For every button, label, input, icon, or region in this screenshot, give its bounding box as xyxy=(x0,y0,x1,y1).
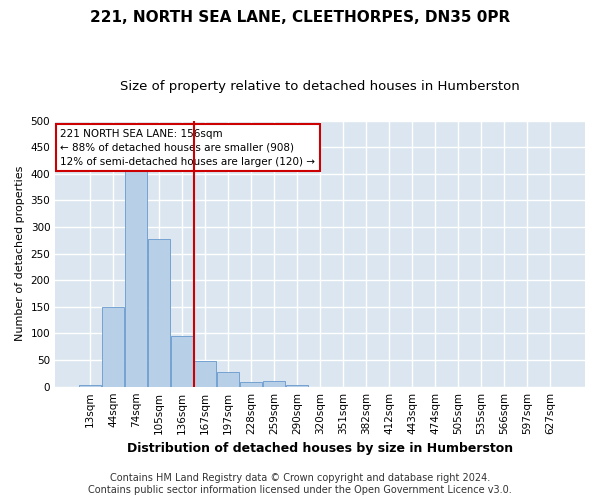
Bar xyxy=(125,163,147,386)
Bar xyxy=(194,361,216,386)
Bar xyxy=(263,382,285,386)
Text: 221 NORTH SEA LANE: 156sqm
← 88% of detached houses are smaller (908)
12% of sem: 221 NORTH SEA LANE: 156sqm ← 88% of deta… xyxy=(61,128,316,166)
Bar xyxy=(171,336,193,386)
Y-axis label: Number of detached properties: Number of detached properties xyxy=(15,166,25,342)
Text: Contains HM Land Registry data © Crown copyright and database right 2024.
Contai: Contains HM Land Registry data © Crown c… xyxy=(88,474,512,495)
X-axis label: Distribution of detached houses by size in Humberston: Distribution of detached houses by size … xyxy=(127,442,513,455)
Bar xyxy=(286,384,308,386)
Bar xyxy=(217,372,239,386)
Bar xyxy=(240,382,262,386)
Bar xyxy=(102,307,124,386)
Title: Size of property relative to detached houses in Humberston: Size of property relative to detached ho… xyxy=(120,80,520,93)
Bar xyxy=(79,384,101,386)
Bar xyxy=(148,238,170,386)
Text: 221, NORTH SEA LANE, CLEETHORPES, DN35 0PR: 221, NORTH SEA LANE, CLEETHORPES, DN35 0… xyxy=(90,10,510,25)
